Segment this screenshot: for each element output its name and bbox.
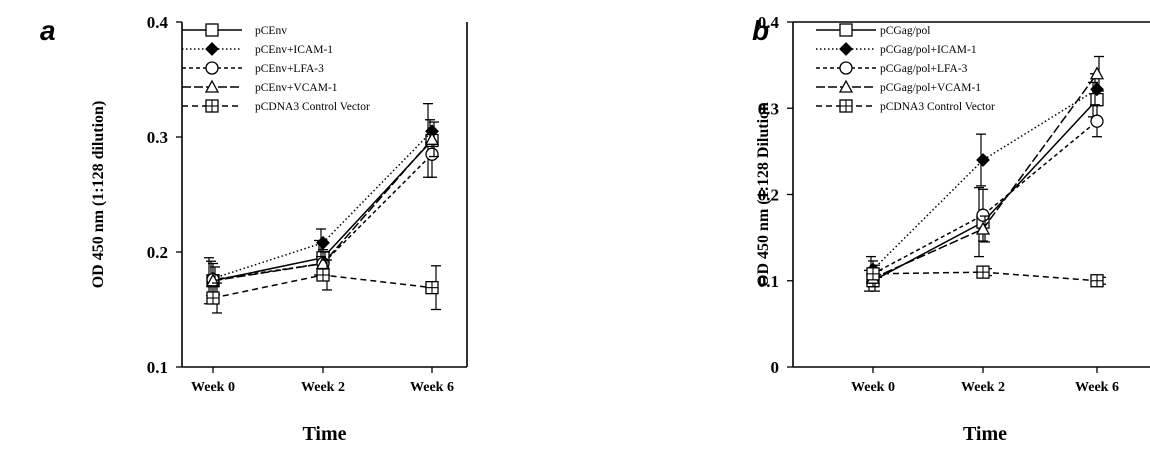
data-point — [976, 153, 990, 167]
data-point — [1090, 114, 1104, 128]
data-point — [976, 265, 990, 279]
data-point — [316, 268, 330, 282]
data-point — [425, 280, 439, 295]
data-point — [866, 267, 880, 281]
y-tick-label: 0.1 — [758, 272, 779, 291]
legend-entry: pCEnv+VCAM-1 — [182, 79, 338, 94]
series-line — [212, 153, 433, 281]
panel-letter: a — [40, 15, 56, 46]
x-tick-label: Week 2 — [961, 380, 1005, 395]
legend-marker — [839, 23, 853, 37]
legend-marker — [839, 61, 853, 75]
series-line — [872, 120, 1098, 275]
y-tick-label: 0.2 — [758, 186, 779, 205]
x-axis-title: Time — [963, 423, 1007, 445]
data-point — [976, 208, 990, 222]
legend-entry: pCDNA3 Control Vector — [816, 99, 995, 113]
legend-entry: pCGag/pol — [816, 23, 930, 37]
x-axis-title: Time — [302, 423, 346, 445]
panel-a: a 0.1 0.2 0.3 0.4 Week 0 Week 2 Week 6 OD 450 nm… — [40, 13, 468, 445]
data-point — [425, 147, 439, 161]
legend-label: pCGag/pol+VCAM-1 — [880, 82, 981, 94]
legend-label: pCGag/pol+ICAM-1 — [880, 44, 977, 56]
legend-label: pCEnv+ICAM-1 — [255, 44, 333, 56]
x-tick-label: Week 0 — [851, 380, 895, 395]
data-point — [1090, 82, 1104, 97]
legend-marker — [839, 99, 853, 113]
legend-entry: pCDNA3 Control Vector — [182, 99, 370, 113]
y-axis-title: OD 450 nm (1:128 Dilution — [755, 102, 772, 287]
x-tick-label: Week 2 — [301, 380, 345, 395]
y-tick-label: 0.3 — [147, 128, 168, 147]
data-point — [1090, 274, 1104, 288]
x-tick-label: Week 6 — [410, 380, 454, 395]
legend-entry: pCEnv+LFA-3 — [182, 61, 324, 75]
panel-b: b 0 0.1 0.2 0.3 0.4 Week 0 Week 2 Week 6 OD 450 n… — [752, 13, 1150, 445]
y-axis-title: OD 450 nm (1:128 dilution) — [90, 101, 107, 289]
legend-entry: pCEnv — [182, 23, 287, 37]
series-4 — [866, 265, 1106, 288]
data-point — [1089, 66, 1105, 80]
series-line — [872, 99, 1098, 282]
y-tick-label: 0.4 — [758, 13, 780, 32]
series-2 — [866, 105, 1104, 288]
panel-letter: b — [752, 15, 769, 46]
legend-marker — [205, 42, 219, 56]
y-tick-label: 0 — [771, 358, 780, 377]
data-point — [424, 131, 440, 145]
x-tick-label: Week 6 — [1075, 380, 1119, 395]
legend-marker — [205, 23, 219, 37]
legend-label: pCDNA3 Control Vector — [880, 101, 995, 113]
legend-label: pCEnv — [255, 25, 287, 37]
legend-label: pCGag/pol+LFA-3 — [880, 63, 968, 75]
series-3 — [865, 55, 1105, 292]
y-tick-label: 0.1 — [147, 358, 168, 377]
legend-marker — [839, 42, 853, 56]
legend-marker — [205, 99, 219, 113]
x-tick-label: Week 0 — [191, 380, 235, 395]
legend-marker — [205, 61, 219, 75]
y-tick-label: 0.4 — [147, 13, 169, 32]
legend-entry: pCEnv+ICAM-1 — [182, 42, 333, 56]
legend-entry: pCGag/pol+ICAM-1 — [816, 42, 977, 56]
legend-marker — [204, 79, 220, 93]
legend-label: pCGag/pol — [880, 25, 930, 37]
data-point — [316, 235, 330, 250]
legend-entry: pCGag/pol+VCAM-1 — [816, 79, 981, 94]
data-point — [206, 291, 220, 305]
legend-label: pCDNA3 Control Vector — [255, 101, 370, 113]
legend-label: pCEnv+VCAM-1 — [255, 82, 338, 94]
legend-label: pCEnv+LFA-3 — [255, 63, 324, 75]
y-tick-label: 0.2 — [147, 243, 168, 262]
series-line — [872, 88, 1098, 271]
legend-marker — [838, 79, 854, 93]
series-4 — [206, 259, 441, 314]
y-tick-label: 0.3 — [758, 99, 779, 118]
data-point — [975, 221, 991, 235]
legend-entry: pCGag/pol+LFA-3 — [816, 61, 968, 75]
